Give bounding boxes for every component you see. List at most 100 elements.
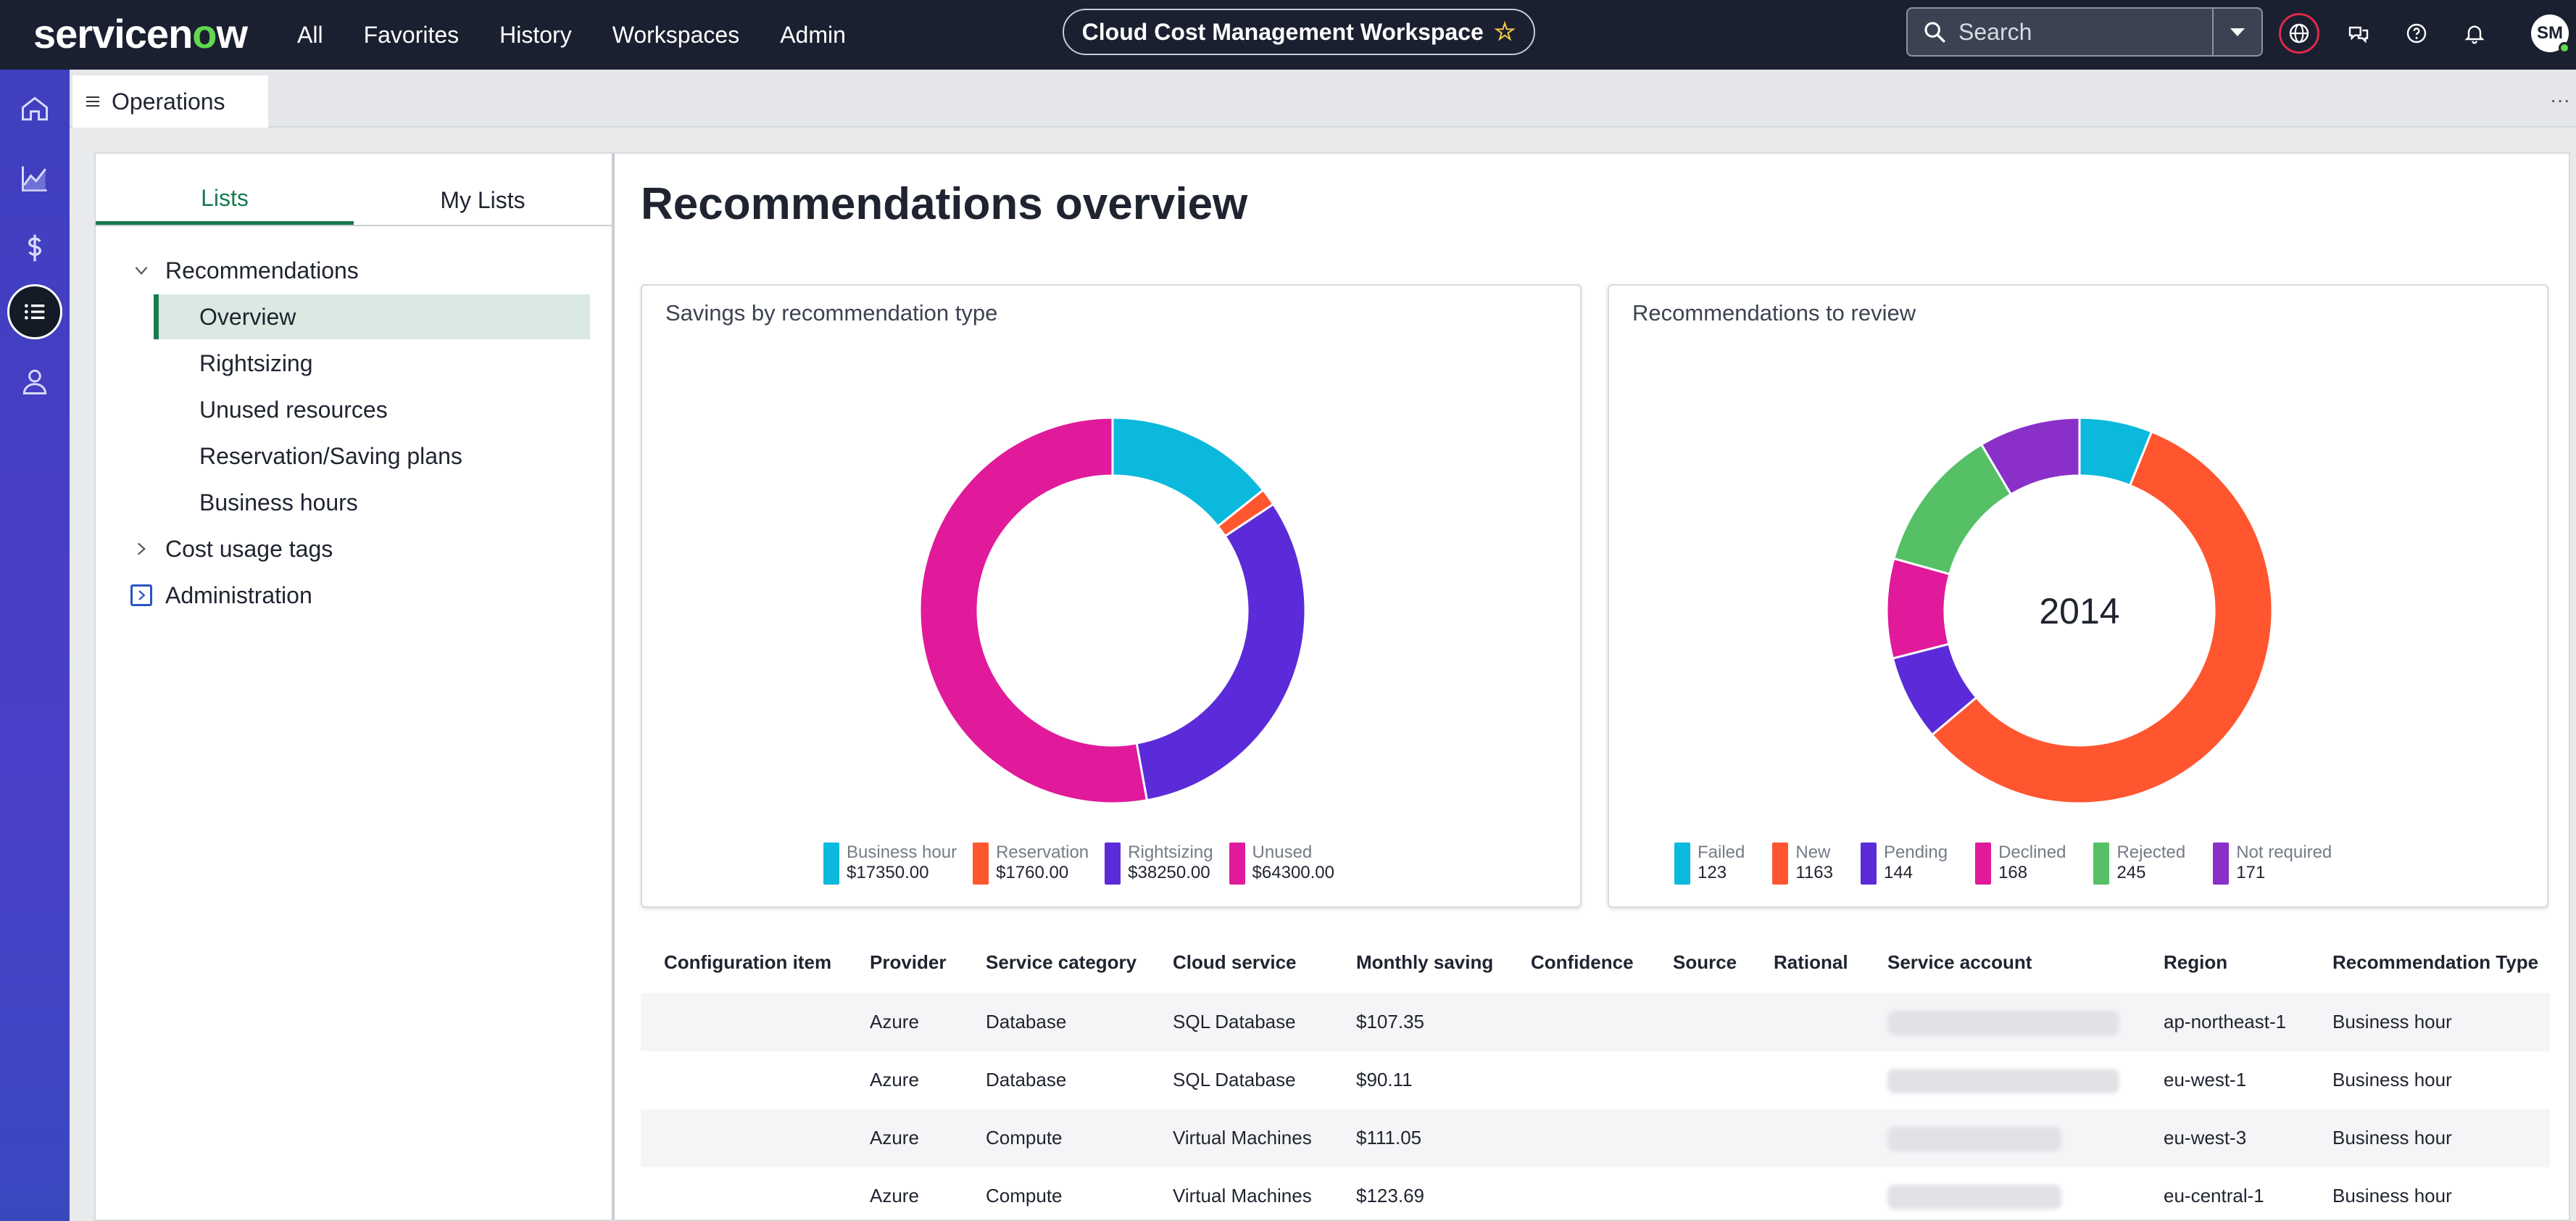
cell-recommendation-type: Business hour <box>2332 1127 2452 1148</box>
table-row[interactable]: Azure Database SQL Database $107.35 ap-n… <box>641 993 2550 1051</box>
page-title: Recommendations overview <box>641 179 1248 229</box>
globe-icon[interactable] <box>2279 13 2319 54</box>
legend-item-new[interactable]: New 1163 <box>1772 843 1833 885</box>
review-slice-not-required[interactable] <box>1979 416 2081 496</box>
cell-monthly-saving: $90.11 <box>1356 1069 1413 1090</box>
card-title: Recommendations to review <box>1632 300 1916 326</box>
home-icon[interactable] <box>14 88 55 129</box>
tree-item-rightsizing[interactable]: Rightsizing <box>199 341 313 386</box>
redacted-service-account <box>1887 1069 2119 1093</box>
savings-slice-unused[interactable] <box>918 416 1149 805</box>
nav-history[interactable]: History <box>499 21 572 48</box>
cell-service-category: Database <box>986 1011 1067 1032</box>
legend-value: $1760.00 <box>996 863 1069 882</box>
tree-item-recommendations[interactable]: Recommendations <box>130 248 359 293</box>
cell-region: eu-west-3 <box>2164 1127 2247 1148</box>
legend-label: Unused <box>1252 843 1313 862</box>
user-avatar[interactable]: SM <box>2531 15 2570 54</box>
column-header[interactable]: Configuration item <box>664 951 832 973</box>
legend-swatch <box>1229 843 1245 885</box>
savings-legend: Business hour $17350.00 Reservation $1760.0… <box>823 843 1350 885</box>
nav-all[interactable]: All <box>297 21 323 48</box>
tree-item-business-hours[interactable]: Business hours <box>199 480 358 525</box>
bell-icon[interactable] <box>2454 13 2495 54</box>
table-row[interactable]: Azure Compute Virtual Machines $111.05 e… <box>641 1109 2550 1167</box>
legend-item-business-hour[interactable]: Business hour $17350.00 <box>823 843 957 885</box>
cell-region: eu-west-1 <box>2164 1069 2247 1090</box>
legend-item-failed[interactable]: Failed 123 <box>1674 843 1745 885</box>
legend-value: $17350.00 <box>847 863 929 882</box>
legend-swatch <box>823 843 839 885</box>
chevron-down-icon[interactable] <box>130 260 152 281</box>
star-icon[interactable]: ☆ <box>1493 18 1516 46</box>
tree-item-cost-usage-tags[interactable]: Cost usage tags <box>130 526 333 571</box>
admin-module-icon <box>130 584 152 606</box>
more-options-icon[interactable]: ··· <box>2550 88 2570 111</box>
main-panel: Lists My Lists Recommendations Overview … <box>94 152 2570 1221</box>
legend-item-rejected[interactable]: Rejected 245 <box>2093 843 2185 885</box>
column-header[interactable]: Monthly saving <box>1356 951 1494 973</box>
column-header[interactable]: Rational <box>1774 951 1848 973</box>
review-slice-new[interactable] <box>1930 430 2274 805</box>
cell-cloud-service: Virtual Machines <box>1173 1127 1312 1148</box>
column-header[interactable]: Confidence <box>1531 951 1634 973</box>
tree-item-label: Cost usage tags <box>165 535 333 562</box>
legend-label: Business hour <box>847 843 957 862</box>
column-header[interactable]: Service account <box>1887 951 2032 973</box>
analytics-icon[interactable] <box>14 158 55 199</box>
review-slice-declined[interactable] <box>1885 557 1951 660</box>
legend-item-reservation[interactable]: Reservation $1760.00 <box>973 843 1089 885</box>
workspace-title-pill[interactable]: Cloud Cost Management Workspace ☆ <box>1063 9 1535 55</box>
tab-operations[interactable]: Operations <box>72 75 268 128</box>
tree-item-label: Administration <box>165 581 312 608</box>
tree-item-administration[interactable]: Administration <box>130 573 312 618</box>
tree-item-label: Business hours <box>199 489 358 516</box>
user-icon[interactable] <box>14 361 55 402</box>
tree-item-overview[interactable]: Overview <box>154 294 590 339</box>
tab-my-lists[interactable]: My Lists <box>440 186 525 213</box>
left-rail <box>0 70 70 1221</box>
tree-item-label: Unused resources <box>199 396 388 423</box>
tree-item-reservation-saving-plans[interactable]: Reservation/Saving plans <box>199 434 462 479</box>
nav-workspaces[interactable]: Workspaces <box>612 21 740 48</box>
top-header: servicenow All Favorites History Workspa… <box>0 0 2576 70</box>
legend-text: Unused $64300.00 <box>1252 843 1334 883</box>
tab-operations-label: Operations <box>112 88 225 115</box>
legend-item-unused[interactable]: Unused $64300.00 <box>1229 843 1334 885</box>
column-header[interactable]: Provider <box>870 951 947 973</box>
list-icon[interactable] <box>7 284 62 339</box>
review-donut-chart: 2014 <box>1885 416 2274 805</box>
nav-favorites[interactable]: Favorites <box>363 21 460 48</box>
chevron-right-icon[interactable] <box>130 538 152 560</box>
redacted-service-account <box>1887 1127 2061 1151</box>
legend-item-rightsizing[interactable]: Rightsizing $38250.00 <box>1105 843 1213 885</box>
table-header: Configuration item Provider Service cate… <box>641 932 2550 993</box>
legend-item-declined[interactable]: Declined 168 <box>1975 843 2066 885</box>
dollar-icon[interactable] <box>14 228 55 268</box>
chat-icon[interactable] <box>2338 13 2379 54</box>
legend-text: Not required 171 <box>2236 843 2332 883</box>
column-header[interactable]: Recommendation Type <box>2332 951 2539 973</box>
servicenow-logo[interactable]: servicenow <box>33 11 248 57</box>
table-row[interactable]: Azure Compute Virtual Machines $123.69 e… <box>641 1167 2550 1221</box>
legend-value: 123 <box>1698 863 1727 882</box>
column-header[interactable]: Region <box>2164 951 2228 973</box>
legend-item-pending[interactable]: Pending 144 <box>1860 843 1948 885</box>
help-icon[interactable] <box>2396 13 2437 54</box>
table-row[interactable]: Azure Database SQL Database $90.11 eu-we… <box>641 1051 2550 1109</box>
column-header[interactable]: Source <box>1673 951 1737 973</box>
global-search[interactable]: Search <box>1906 7 2263 57</box>
savings-slice-rightsizing[interactable] <box>1135 502 1307 802</box>
tree-item-unused-resources[interactable]: Unused resources <box>199 387 388 432</box>
legend-text: Pending 144 <box>1884 843 1948 883</box>
recommendations-table: Configuration item Provider Service cate… <box>641 932 2550 1221</box>
legend-item-not-required[interactable]: Not required 171 <box>2213 843 2332 885</box>
column-header[interactable]: Service category <box>986 951 1137 973</box>
legend-value: 245 <box>2116 863 2146 882</box>
search-scope-dropdown[interactable] <box>2212 9 2261 55</box>
card-title: Savings by recommendation type <box>665 300 998 326</box>
nav-admin[interactable]: Admin <box>780 21 846 48</box>
legend-value: 1163 <box>1795 863 1833 882</box>
tab-lists[interactable]: Lists <box>96 175 354 225</box>
column-header[interactable]: Cloud service <box>1173 951 1297 973</box>
